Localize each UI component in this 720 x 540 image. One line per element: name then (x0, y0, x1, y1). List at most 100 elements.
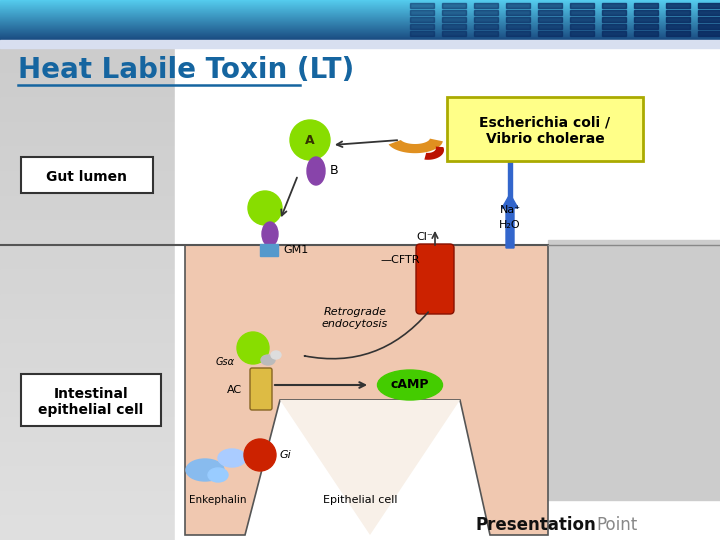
Text: —CFTR: —CFTR (380, 255, 420, 265)
Polygon shape (389, 139, 443, 153)
Bar (0, 37, 720, 38)
Bar (0, 3, 720, 4)
Bar (0, 393, 175, 417)
Bar (474, 3, 498, 8)
Text: Heat Labile Toxin (LT): Heat Labile Toxin (LT) (18, 56, 354, 84)
Bar (698, 24, 720, 29)
Bar (0, 72, 175, 98)
Bar (570, 31, 594, 36)
Bar (0, 319, 175, 343)
FancyBboxPatch shape (416, 244, 454, 314)
Text: Epithelial cell: Epithelial cell (323, 495, 397, 505)
Bar (698, 10, 720, 15)
Text: B: B (330, 165, 338, 178)
Bar (0, 40, 720, 48)
Bar (0, 7, 720, 9)
Bar (0, 35, 720, 37)
Bar (0, 15, 720, 17)
Bar (0, 245, 175, 270)
Bar (175, 48, 720, 540)
Ellipse shape (377, 370, 443, 400)
Bar (0, 2, 720, 3)
Bar (570, 10, 594, 15)
Text: Escherichia coli /
Vibrio cholerae: Escherichia coli / Vibrio cholerae (480, 116, 611, 146)
Bar (0, 491, 175, 516)
Bar (0, 442, 175, 467)
Ellipse shape (208, 468, 228, 482)
Bar (0, 417, 175, 442)
Bar (666, 31, 690, 36)
Ellipse shape (307, 157, 325, 185)
Bar (0, 33, 720, 35)
Bar (506, 31, 530, 36)
Bar (410, 24, 434, 29)
Bar (0, 36, 720, 37)
Bar (0, 466, 175, 491)
Bar (570, 24, 594, 29)
Bar (0, 24, 720, 25)
Bar (410, 10, 434, 15)
FancyArrow shape (502, 194, 518, 248)
Circle shape (244, 439, 276, 471)
Bar (634, 31, 658, 36)
Bar (634, 17, 658, 22)
Bar (570, 3, 594, 8)
Text: Retrograde
endocytosis: Retrograde endocytosis (322, 307, 388, 329)
Bar (538, 24, 562, 29)
Bar (548, 240, 720, 500)
Text: GM1: GM1 (283, 245, 308, 255)
Bar (0, 4, 720, 5)
Bar (0, 20, 720, 22)
Bar (666, 17, 690, 22)
Circle shape (290, 120, 330, 160)
Bar (410, 3, 434, 8)
Bar (442, 24, 466, 29)
Ellipse shape (186, 459, 224, 481)
Bar (602, 24, 626, 29)
Bar (634, 10, 658, 15)
Bar (570, 17, 594, 22)
Bar (0, 26, 720, 28)
Bar (442, 10, 466, 15)
Bar (442, 31, 466, 36)
FancyBboxPatch shape (250, 368, 272, 410)
Ellipse shape (218, 449, 246, 467)
Text: Cl⁻: Cl⁻ (417, 232, 433, 242)
FancyBboxPatch shape (447, 97, 643, 161)
Bar (0, 343, 175, 368)
Bar (0, 195, 175, 221)
Polygon shape (280, 400, 460, 535)
Bar (0, 23, 720, 24)
Bar (0, 0, 720, 2)
Bar (0, 39, 720, 40)
Bar (506, 24, 530, 29)
Bar (0, 18, 720, 19)
Bar (538, 17, 562, 22)
Bar (666, 3, 690, 8)
Bar (634, 3, 658, 8)
Ellipse shape (271, 351, 281, 359)
Text: Enkephalin: Enkephalin (189, 495, 247, 505)
Bar (0, 13, 720, 15)
Bar (0, 19, 720, 21)
Bar (0, 5, 720, 6)
Bar (0, 8, 720, 10)
Bar (0, 171, 175, 196)
Bar (538, 10, 562, 15)
Bar (474, 17, 498, 22)
Bar (0, 146, 175, 172)
Bar (0, 48, 175, 73)
Text: AC: AC (227, 385, 242, 395)
Bar (0, 12, 720, 14)
Text: Gsα: Gsα (216, 357, 235, 367)
Bar (0, 11, 720, 12)
Bar (602, 3, 626, 8)
Bar (0, 368, 175, 393)
Text: cAMP: cAMP (391, 379, 429, 392)
Polygon shape (424, 146, 444, 160)
Bar (0, 122, 175, 147)
Bar (0, 32, 720, 33)
Bar (0, 9, 720, 10)
Bar (506, 17, 530, 22)
FancyArrow shape (508, 145, 512, 200)
